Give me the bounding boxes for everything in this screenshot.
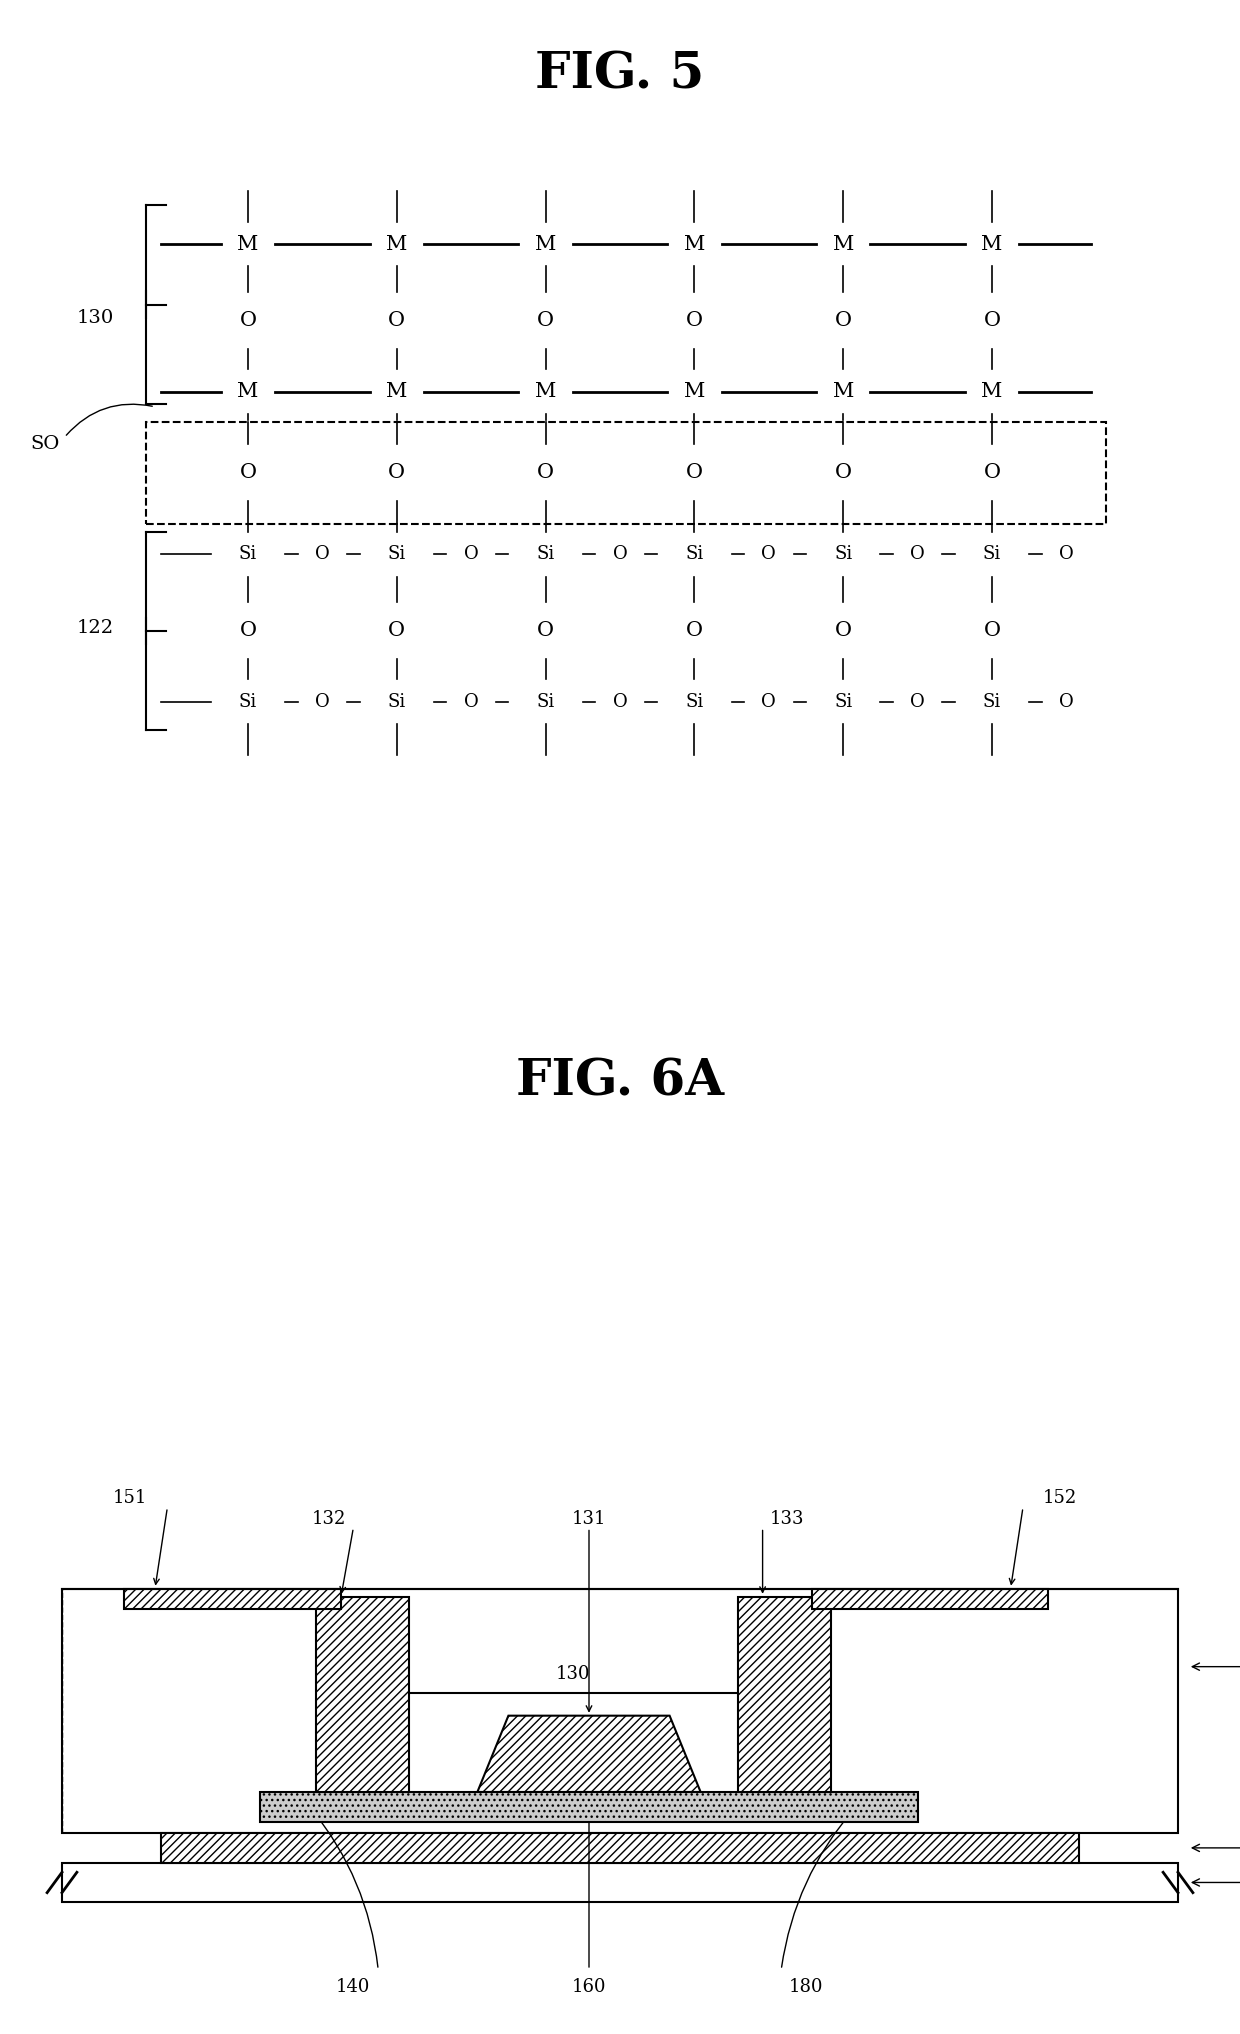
Text: M: M [237, 234, 259, 254]
Text: M: M [534, 234, 557, 254]
Text: O: O [464, 545, 479, 563]
Text: Si: Si [983, 545, 1001, 563]
Text: M: M [386, 382, 408, 401]
Text: M: M [832, 382, 854, 401]
Text: O: O [983, 620, 1001, 641]
Bar [62, 1589, 1178, 1833]
Text: M: M [981, 234, 1003, 254]
Text: O: O [613, 694, 627, 710]
Text: 160: 160 [572, 1977, 606, 1995]
Bar [260, 1792, 918, 1822]
Text: 121(120): 121(120) [1192, 1839, 1240, 1857]
Text: O: O [983, 464, 1001, 482]
Text: 180: 180 [789, 1977, 823, 1995]
Text: SO: SO [30, 435, 60, 454]
Text: O: O [835, 311, 852, 330]
Text: Si: Si [388, 545, 405, 563]
Text: O: O [239, 311, 257, 330]
Text: O: O [537, 620, 554, 641]
Text: 122: 122 [77, 618, 114, 637]
Text: O: O [464, 694, 479, 710]
Text: O: O [761, 694, 776, 710]
Text: Si: Si [537, 545, 554, 563]
Text: M: M [683, 234, 706, 254]
Text: M: M [386, 234, 408, 254]
Text: Si: Si [239, 545, 257, 563]
Text: M: M [981, 382, 1003, 401]
Bar [124, 1589, 341, 1609]
Text: 130: 130 [77, 309, 114, 327]
Text: 132: 132 [311, 1509, 346, 1528]
Text: 151: 151 [113, 1489, 148, 1507]
Polygon shape [477, 1715, 701, 1792]
Bar [812, 1589, 1048, 1609]
Text: O: O [1059, 545, 1074, 563]
Text: M: M [832, 234, 854, 254]
Text: O: O [315, 545, 330, 563]
Text: O: O [239, 464, 257, 482]
Bar [62, 1863, 1178, 1902]
Text: O: O [910, 545, 925, 563]
Text: 170: 170 [1192, 1658, 1240, 1676]
Text: O: O [388, 464, 405, 482]
Text: O: O [388, 311, 405, 330]
Text: O: O [910, 694, 925, 710]
Text: Si: Si [686, 545, 703, 563]
Text: O: O [315, 694, 330, 710]
Text: O: O [537, 464, 554, 482]
Text: O: O [686, 620, 703, 641]
Text: O: O [613, 545, 627, 563]
Text: O: O [761, 545, 776, 563]
Text: M: M [534, 382, 557, 401]
Text: Si: Si [686, 694, 703, 710]
Text: FIG. 5: FIG. 5 [536, 51, 704, 100]
Text: O: O [537, 311, 554, 330]
Text: O: O [388, 620, 405, 641]
Bar [161, 1833, 1079, 1863]
Bar [146, 423, 1106, 525]
Bar [738, 1597, 831, 1792]
Text: 140: 140 [336, 1977, 371, 1995]
Text: FIG. 6A: FIG. 6A [516, 1058, 724, 1106]
Text: O: O [239, 620, 257, 641]
Text: O: O [686, 464, 703, 482]
Text: 130: 130 [557, 1666, 590, 1684]
Text: O: O [835, 464, 852, 482]
Text: Si: Si [388, 694, 405, 710]
Text: 131: 131 [572, 1509, 606, 1528]
Text: Si: Si [835, 545, 852, 563]
Bar [316, 1597, 409, 1792]
Text: Si: Si [239, 694, 257, 710]
Text: 133: 133 [770, 1509, 805, 1528]
Text: 110: 110 [1192, 1873, 1240, 1892]
Text: Si: Si [983, 694, 1001, 710]
Text: O: O [1059, 694, 1074, 710]
Text: M: M [237, 382, 259, 401]
Text: O: O [983, 311, 1001, 330]
Text: Si: Si [835, 694, 852, 710]
Text: M: M [683, 382, 706, 401]
Text: Si: Si [537, 694, 554, 710]
Text: O: O [686, 311, 703, 330]
Text: 152: 152 [1043, 1489, 1078, 1507]
Text: O: O [835, 620, 852, 641]
